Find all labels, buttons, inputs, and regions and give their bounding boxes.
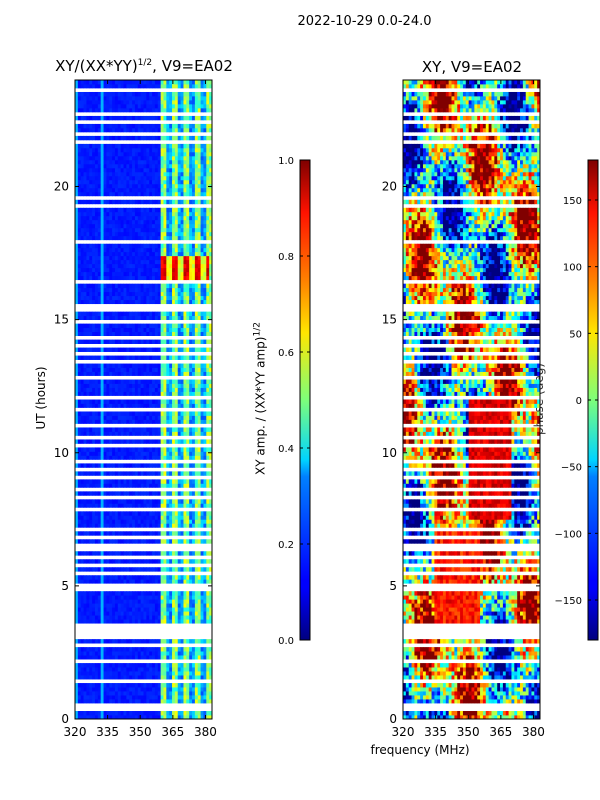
y-tick-label: 5 [389,579,397,593]
colorbar-tick-label: 0.6 [278,348,294,359]
left-colorbar: 0.0 0.2 0.4 0.6 0.8 1.0 [278,156,311,647]
colorbar-gradient [588,160,598,640]
y-tick-label: 15 [382,313,397,327]
x-tick-label: 320 [64,725,87,739]
x-tick-label: 335 [96,725,119,739]
y-tick-label: 20 [382,180,397,194]
x-tick-label: 365 [489,725,512,739]
x-tick-label: 320 [392,725,415,739]
left-panel-title: XY/(XX*YY)1/2, V9=EA02 [44,57,244,75]
right-colorbar: −150 −100 −50 0 50 100 150 [555,159,599,641]
left-title-suffix: , V9=EA02 [152,57,233,75]
right-heatmap-panel: 320 335 350 365 380 0 5 10 15 20 [382,79,545,739]
figure-suptitle: 2022-10-29 0.0-24.0 [297,14,432,29]
colorbar-tick-label: 0 [576,396,582,407]
colorbar-tick-label: 50 [569,329,582,340]
x-tick-label: 335 [424,725,447,739]
colorbar-tick-label: 0.8 [278,252,294,263]
y-tick-label: 5 [61,579,69,593]
right-panel-title: XY, V9=EA02 [421,58,523,76]
heatmap-cells [403,80,540,719]
y-tick-label: 10 [382,446,397,460]
left-title-base: XY/(XX*YY) [55,57,138,75]
x-tick-label: 365 [161,725,184,739]
colorbar-tick-label: 150 [563,196,582,207]
x-tick-label: 380 [194,725,217,739]
y-tick-label: 20 [54,180,69,194]
plot-frame [402,79,541,720]
colorbar-tick-label: 0.2 [278,540,294,551]
left-title-exp: 1/2 [137,58,153,68]
x-tick-label: 380 [522,725,545,739]
y-tick-label: 10 [54,446,69,460]
colorbar-tick-label: 0.0 [278,636,294,647]
x-axis-label: frequency (MHz) [370,743,470,757]
x-tick-label: 350 [457,725,480,739]
heatmap-cells [75,80,212,719]
plot-frame [74,79,213,720]
colorbar-tick-label: 100 [563,263,582,274]
y-tick-label: 0 [61,712,69,726]
colorbar-tick-label: 0.4 [278,444,294,455]
colorbar-tick-label: −150 [555,596,582,607]
y-tick-label: 0 [389,712,397,726]
left-heatmap-panel: 320 335 350 365 380 0 5 10 15 20 [54,79,217,739]
colorbar-gradient [300,160,310,640]
colorbar-tick-label: −100 [555,529,582,540]
colorbar-frame [299,159,311,641]
colorbar-tick-label: 1.0 [278,156,294,167]
colorbar-tick-label: −50 [561,463,582,474]
y-tick-label: 15 [54,313,69,327]
x-tick-label: 350 [129,725,152,739]
